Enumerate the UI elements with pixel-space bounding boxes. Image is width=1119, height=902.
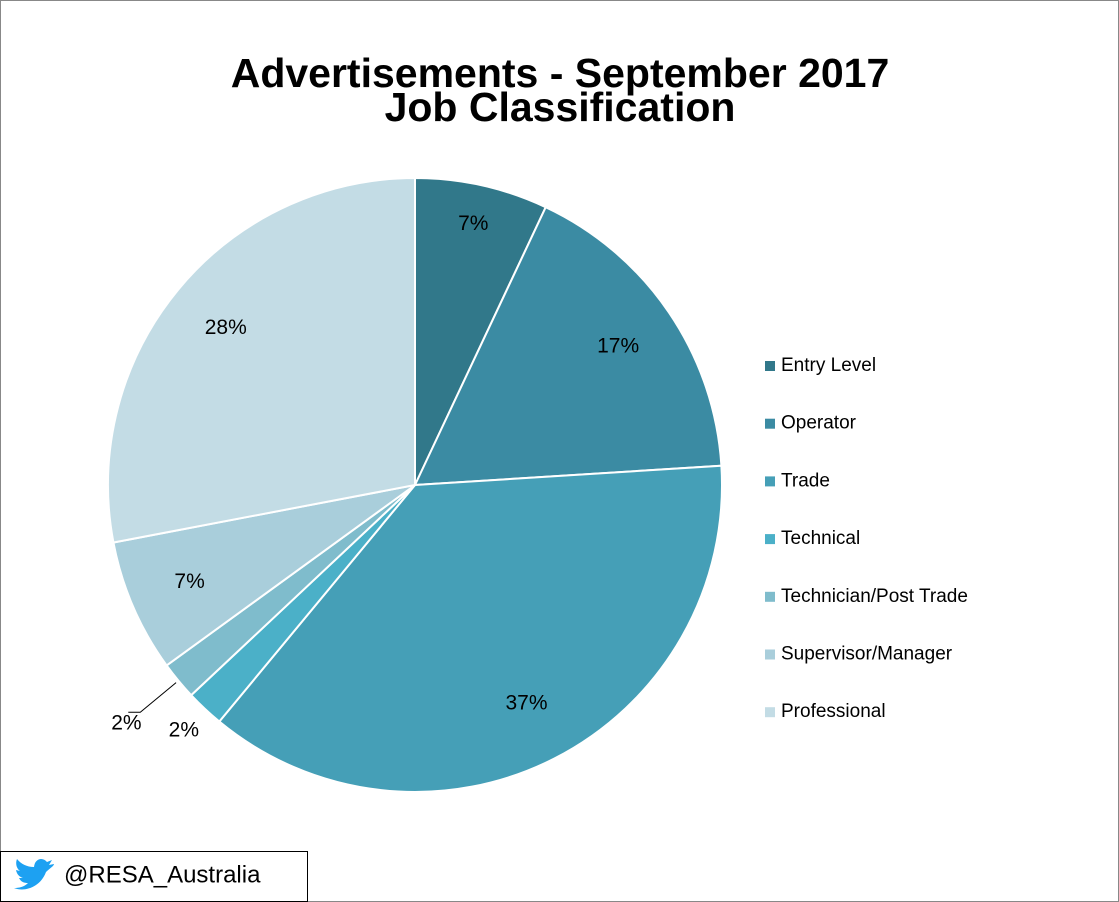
legend-swatch — [765, 649, 775, 660]
legend-label: Technician/Post Trade — [781, 586, 968, 607]
chart-title: Job Classification — [385, 84, 736, 130]
data-label: 28% — [205, 316, 247, 339]
footer-text: @RESA_Australia — [64, 861, 261, 888]
data-label: 2% — [169, 719, 199, 742]
pie-slice — [107, 176, 416, 544]
legend-swatch — [765, 418, 775, 429]
data-label: 37% — [505, 691, 547, 714]
footer-box: @RESA_Australia — [0, 851, 308, 902]
pie-slice — [414, 176, 548, 486]
legend-label: Trade — [781, 470, 830, 491]
data-label: 17% — [597, 334, 639, 357]
legend-swatch — [765, 361, 775, 371]
pie-slice — [112, 484, 416, 667]
leader-line — [128, 682, 177, 713]
twitter-icon — [14, 859, 54, 890]
legend-swatch — [765, 707, 775, 718]
data-label: 2% — [111, 711, 141, 734]
legend-swatch — [765, 534, 775, 545]
legend-label: Entry Level — [781, 355, 876, 376]
legend-label: Technical — [781, 528, 860, 549]
data-label: 7% — [174, 570, 204, 593]
legend-swatch — [765, 591, 775, 602]
pie-slice — [217, 464, 723, 793]
chart-title: Advertisements - September 2017 — [231, 50, 890, 96]
data-label: 7% — [458, 212, 488, 235]
legend-label: Operator — [781, 413, 857, 434]
pie-slice — [413, 205, 723, 487]
footer-border — [0, 851, 308, 902]
legend-swatch — [765, 476, 775, 487]
legend-label: Supervisor/Manager — [781, 644, 953, 665]
legend-label: Professional — [781, 701, 886, 722]
